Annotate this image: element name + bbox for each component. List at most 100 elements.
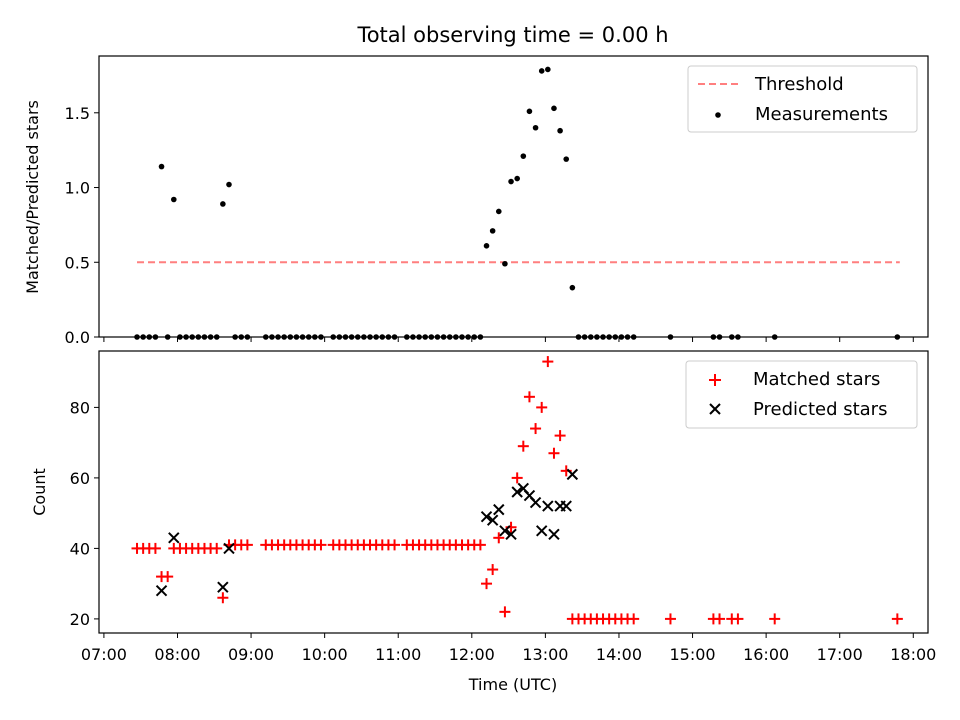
count-y-tick-label: 20: [70, 610, 90, 629]
count-axes-frame: [98, 350, 929, 634]
x-axis-label: Time (UTC): [468, 675, 557, 694]
count-y-tick-label: 80: [70, 398, 90, 417]
predicted-legend-swatch: [709, 403, 721, 415]
measurements-legend-swatch: [715, 112, 721, 118]
x-tick-label: 16:00: [743, 645, 789, 664]
measurement-point: [226, 181, 232, 188]
matched-star-point: [149, 542, 161, 554]
predicted-star-point: [548, 528, 560, 541]
matched-star-point: [628, 613, 640, 625]
measurement-point: [220, 201, 226, 207]
predicted-star-point: [486, 514, 499, 526]
predicted-star-point: [155, 584, 168, 597]
predicted-star-point: [560, 500, 572, 512]
predicted-star-point: [168, 532, 180, 544]
ratio-y-tick-label: 0.5: [65, 253, 90, 272]
measurement-point: [483, 243, 490, 249]
matched-star-point: [389, 539, 401, 551]
matched-star-point: [474, 539, 486, 551]
predicted-star-point: [505, 528, 517, 541]
predicted-star-point: [480, 510, 493, 523]
matched-star-point: [548, 447, 560, 459]
predicted-star-point: [542, 500, 554, 512]
predicted-star-point: [493, 503, 505, 516]
matched-legend-swatch: [709, 374, 721, 386]
predicted-star-point: [566, 468, 579, 481]
ratio-y-tick-label: 0.0: [65, 328, 90, 347]
predicted-star-point: [217, 581, 229, 593]
count-y-axis-label: Count: [30, 468, 49, 516]
x-tick-label: 17:00: [817, 645, 863, 664]
matched-star-point: [241, 539, 253, 551]
matched-star-point: [542, 356, 554, 368]
matched-legend-label: Matched stars: [753, 369, 880, 390]
x-tick-label: 10:00: [302, 645, 348, 664]
matched-star-point: [732, 613, 744, 625]
x-tick-label: 12:00: [449, 645, 495, 664]
measurements-legend-label: Measurements: [755, 104, 888, 125]
measurement-point: [489, 228, 496, 234]
matched-star-point: [554, 430, 566, 442]
matched-star-point: [487, 564, 499, 576]
x-tick-label: 13:00: [522, 645, 568, 664]
matched-star-point: [493, 532, 505, 544]
matched-star-point: [523, 391, 535, 403]
matched-star-point: [769, 613, 781, 625]
count-y-tick-label: 60: [70, 469, 90, 488]
matched-star-point: [536, 401, 548, 413]
x-tick-label: 14:00: [596, 645, 642, 664]
measurement-point: [532, 124, 539, 131]
measurement-point: [158, 163, 165, 170]
count-x-ticks: 07:00 08:00 09:00 10:00 11:00 12:00 13:00 14:00…: [81, 633, 936, 664]
matched-star-point: [162, 571, 174, 583]
x-tick-label: 07:00: [81, 645, 127, 664]
predicted-legend-label: Predicted stars: [753, 399, 887, 420]
measurement-point: [502, 260, 508, 267]
predicted-star-point: [511, 486, 523, 498]
measurement-point: [538, 68, 545, 74]
x-tick-label: 09:00: [228, 645, 274, 664]
count-y-tick-label: 40: [70, 539, 90, 558]
ratio-legend: Threshold Measurements: [687, 65, 918, 133]
count-legend: Matched stars Predicted stars: [685, 360, 918, 429]
ratio-x-ticks: [103, 337, 914, 342]
matched-star-point: [891, 613, 903, 625]
count-y-ticks: 20 40 60 80: [70, 398, 99, 629]
predicted-star-point: [223, 542, 235, 555]
measurement-point: [495, 208, 502, 215]
matched-star-point: [664, 613, 676, 625]
ratio-y-ticks: 0.0 0.5 1.0 1.5: [65, 104, 99, 347]
x-tick-label: 15:00: [669, 645, 715, 664]
predicted-star-point: [529, 496, 542, 509]
measurement-point: [514, 175, 520, 182]
measurement-point: [526, 108, 533, 115]
x-tick-label: 11:00: [375, 645, 421, 664]
measurement-point: [551, 105, 557, 112]
matched-star-point: [530, 423, 542, 435]
count-legend-box: [685, 360, 918, 429]
matched-star-point: [517, 440, 529, 452]
measurement-point: [557, 127, 563, 134]
measurement-point: [545, 66, 551, 73]
x-tick-label: 18:00: [890, 645, 936, 664]
matched-star-point: [211, 542, 223, 554]
ratio-plot-area: [134, 66, 901, 340]
measurement-point: [520, 153, 527, 159]
ratio-axes-frame: [98, 55, 929, 338]
matched-star-point: [714, 613, 726, 625]
matched-star-point: [499, 606, 511, 618]
ratio-y-axis-label: Matched/Predicted stars: [23, 100, 42, 294]
measurement-point: [171, 196, 177, 203]
count-plot-area: [131, 356, 903, 625]
x-tick-label: 08:00: [154, 645, 200, 664]
measurement-point: [569, 284, 576, 291]
ratio-panel: 0.0 0.5 1.0 1.5 Matched/Predicted stars Thr…: [23, 55, 929, 347]
matched-star-point: [481, 578, 493, 590]
chart-title: Total observing time = 0.00 h: [356, 23, 668, 47]
ratio-legend-box: [687, 65, 918, 133]
measurement-point: [563, 156, 570, 162]
count-panel: 20 40 60 80 07:00 08:00 09:00 10:00 11:00 12:00 1…: [30, 350, 936, 694]
predicted-star-point: [499, 525, 511, 537]
matched-star-point: [217, 592, 229, 604]
